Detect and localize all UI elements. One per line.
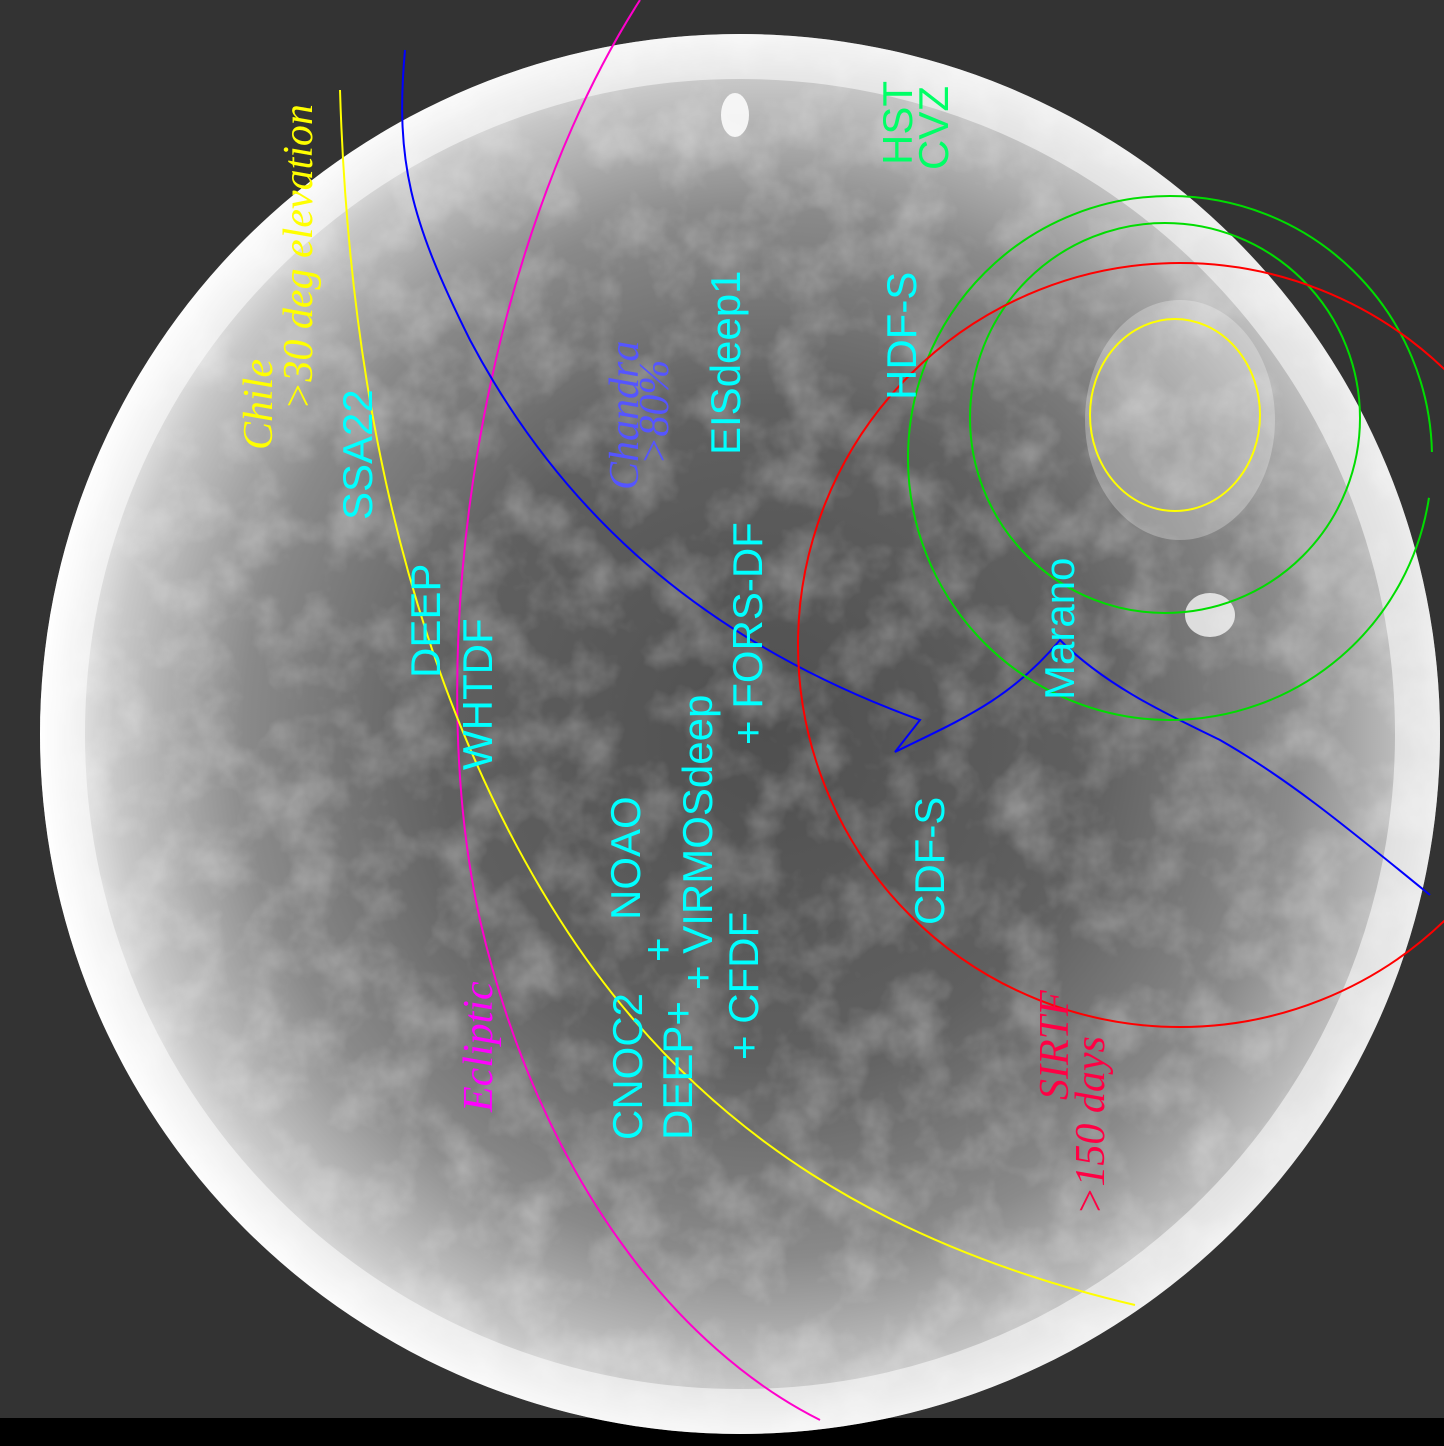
label-sirtf-days: >150 days	[1068, 1036, 1114, 1215]
label-whtdf: WHTDF	[454, 618, 501, 770]
label-cnoc2: CNOC2	[604, 993, 651, 1140]
label-cdf-s: CDF-S	[906, 797, 953, 925]
label-ssa22: SSA22	[334, 389, 381, 520]
label-deep: DEEP	[402, 564, 449, 678]
bright-knot-top	[721, 93, 749, 137]
chandra-curve	[401, 49, 1431, 896]
hst-cvz-inner-circle	[969, 222, 1361, 614]
chile-zenith-ellipse	[1089, 318, 1261, 512]
smc-bright-region	[1185, 593, 1235, 637]
label-chandra-coverage: >80%	[632, 360, 678, 465]
label-cfdf: + CFDF	[720, 912, 767, 1060]
label-virmosdeep: + VIRMOSdeep	[674, 695, 721, 990]
label-chandra: Chandra	[602, 341, 648, 490]
label-deep-plus: DEEP+	[654, 1001, 701, 1140]
lmc-bright-region	[1085, 300, 1275, 540]
marker-plus-1: +	[634, 937, 681, 962]
label-sirtf: SIRTF	[1032, 990, 1078, 1100]
label-hst-cvz: CVZ	[910, 86, 957, 170]
chile-elevation-curve	[339, 89, 1136, 1306]
label-hst: HST	[874, 81, 921, 165]
label-ecliptic: Ecliptic	[456, 981, 502, 1113]
label-hdf-s: HDF-S	[878, 272, 925, 400]
sirtf-circle	[797, 262, 1444, 1028]
label-fors-df: + FORS-DF	[724, 522, 771, 745]
labels: Chile >30 deg elevation SSA22 DEEP WHTDF…	[236, 81, 1114, 1215]
label-marano: Marano	[1036, 558, 1083, 700]
label-eisdeep1: EISdeep1	[702, 271, 749, 456]
label-chile-elevation: >30 deg elevation	[276, 104, 322, 410]
hst-cvz-outer-circle	[907, 195, 1433, 721]
label-chile: Chile	[236, 359, 282, 450]
label-noao: NOAO	[602, 796, 649, 920]
ecliptic-curve	[456, 0, 821, 1421]
